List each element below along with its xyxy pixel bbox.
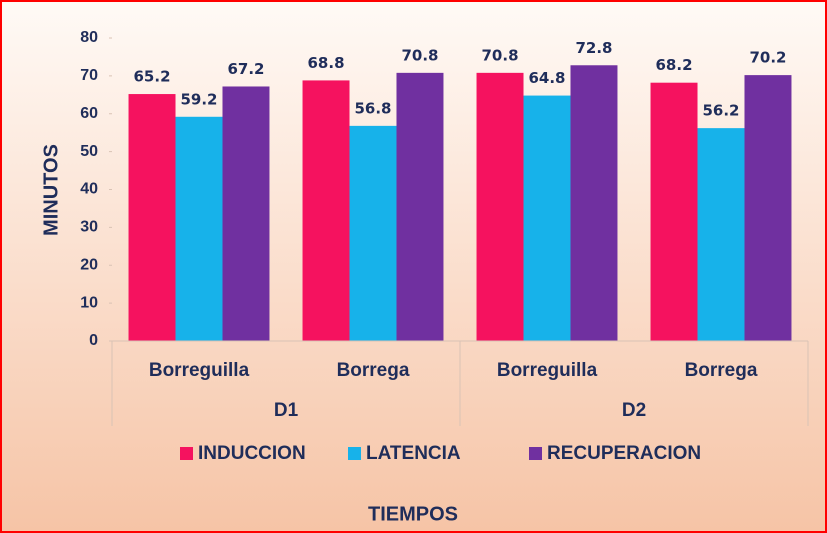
bar	[744, 75, 792, 342]
legend-swatch	[529, 447, 542, 460]
y-tick-label: 60	[80, 105, 98, 122]
bar	[523, 95, 571, 341]
bar	[349, 125, 397, 342]
bar	[222, 86, 270, 341]
legend-swatch	[180, 447, 193, 460]
bar	[476, 72, 524, 341]
legend-label: RECUPERACION	[547, 443, 701, 464]
value-label: 68.8	[308, 54, 345, 72]
group-label: D1	[274, 400, 299, 421]
value-label: 56.2	[702, 102, 739, 120]
legend-swatch	[348, 447, 361, 460]
value-label: 68.2	[656, 56, 693, 74]
value-label: 56.8	[354, 99, 391, 117]
y-tick-label: 20	[80, 256, 98, 273]
bar	[302, 80, 350, 342]
bar	[650, 82, 698, 341]
y-tick-label: 70	[80, 67, 98, 84]
value-label: 65.2	[134, 68, 171, 86]
legend-label: INDUCCION	[198, 443, 306, 464]
y-tick-label: 50	[80, 143, 98, 160]
value-label: 64.8	[528, 69, 565, 87]
value-label: 70.2	[749, 49, 786, 67]
value-label: 67.2	[227, 60, 264, 78]
value-label: 70.8	[401, 46, 438, 64]
group-label: D2	[622, 400, 646, 421]
y-tick-label: 80	[80, 29, 98, 46]
x-axis-title: TIEMPOS	[368, 503, 458, 525]
bar	[697, 128, 745, 341]
y-axis-title: MINUTOS	[40, 144, 62, 236]
bar	[396, 72, 444, 341]
y-tick-label: 10	[80, 294, 98, 311]
bar	[175, 116, 223, 341]
y-tick-label: 0	[89, 332, 98, 349]
x-tick-label: Borreguilla	[149, 360, 250, 381]
x-tick-label: Borrega	[337, 360, 410, 381]
x-tick-label: Borrega	[685, 360, 758, 381]
bar	[128, 94, 176, 342]
value-label: 72.8	[575, 39, 612, 57]
value-label: 59.2	[180, 90, 217, 108]
y-tick-label: 30	[80, 219, 98, 236]
x-tick-label: Borreguilla	[497, 360, 598, 381]
value-label: 70.8	[482, 46, 519, 64]
legend-label: LATENCIA	[366, 443, 461, 464]
bar	[570, 65, 618, 342]
y-tick-label: 40	[80, 181, 98, 198]
